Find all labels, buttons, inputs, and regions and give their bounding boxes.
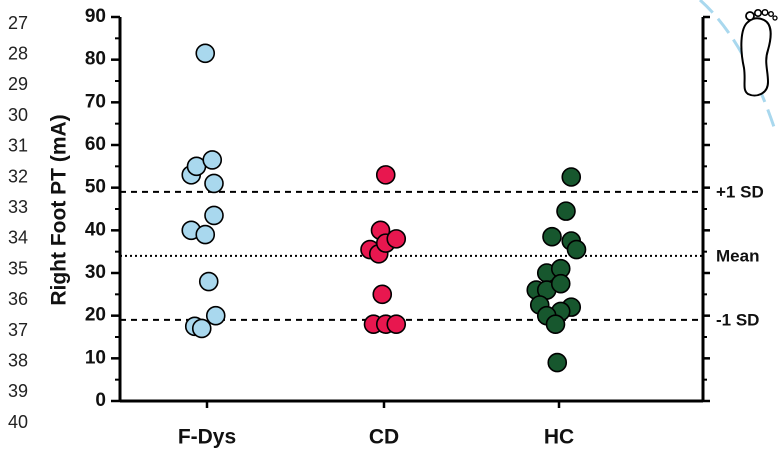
line-number: 28 [8, 43, 28, 63]
data-point [204, 173, 224, 194]
data-point [550, 273, 571, 294]
reference-line-label: +1 SD [716, 182, 764, 201]
line-number: 32 [8, 166, 28, 186]
y-axis-label: Right Foot PT (mA) [48, 114, 71, 305]
x-tick-label: CD [369, 426, 399, 449]
data-point [545, 314, 566, 335]
y-tick-label: 60 [85, 134, 106, 155]
data-point [191, 318, 212, 339]
data-point [566, 239, 587, 260]
line-number: 36 [8, 289, 28, 309]
data-point [547, 352, 568, 373]
axes: 0 10 20 30 40 50 60 70 80 90 F-Dys CD HC [85, 6, 710, 449]
y-tick-label: 30 [85, 262, 106, 283]
x-tick-label: HC [544, 426, 574, 449]
reference-line-label: -1 SD [716, 310, 759, 329]
line-numbers: 27 28 29 30 31 32 33 34 35 36 37 38 39 40 [8, 13, 28, 432]
data-point [372, 284, 393, 305]
y-tick-label: 90 [85, 6, 106, 27]
x-tick-label: F-Dys [178, 426, 236, 449]
line-number: 31 [8, 136, 28, 156]
data-point [542, 226, 562, 247]
right-foot-icon [740, 8, 778, 97]
line-number: 29 [8, 74, 28, 94]
line-number: 37 [8, 320, 28, 340]
line-number: 27 [8, 13, 28, 33]
line-number: 40 [8, 412, 28, 432]
data-point [204, 205, 224, 226]
data-point [386, 314, 407, 335]
data-point [556, 201, 576, 221]
data-point [386, 229, 407, 249]
line-number: 38 [8, 350, 28, 370]
data-point [202, 150, 223, 170]
y-tick-label: 70 [85, 91, 106, 112]
line-number: 39 [8, 381, 28, 401]
data-point [195, 43, 216, 64]
line-number: 35 [8, 258, 28, 278]
y-tick-label: 40 [85, 219, 106, 240]
y-tick-label: 50 [85, 177, 106, 198]
reference-line-label: Mean [716, 246, 759, 265]
data-point [198, 271, 219, 292]
y-tick-label: 80 [85, 49, 106, 70]
y-tick-label: 10 [85, 347, 106, 368]
line-number: 30 [8, 105, 28, 125]
line-number: 33 [8, 197, 28, 217]
y-tick-label: 0 [95, 390, 106, 411]
data-point [205, 305, 226, 326]
data-points [181, 43, 587, 373]
line-number: 34 [8, 228, 28, 248]
data-point [561, 167, 582, 187]
y-tick-label: 20 [85, 305, 106, 326]
reference-lines: +1 SD Mean -1 SD [120, 182, 764, 329]
data-point [195, 224, 216, 245]
data-point [375, 165, 396, 185]
